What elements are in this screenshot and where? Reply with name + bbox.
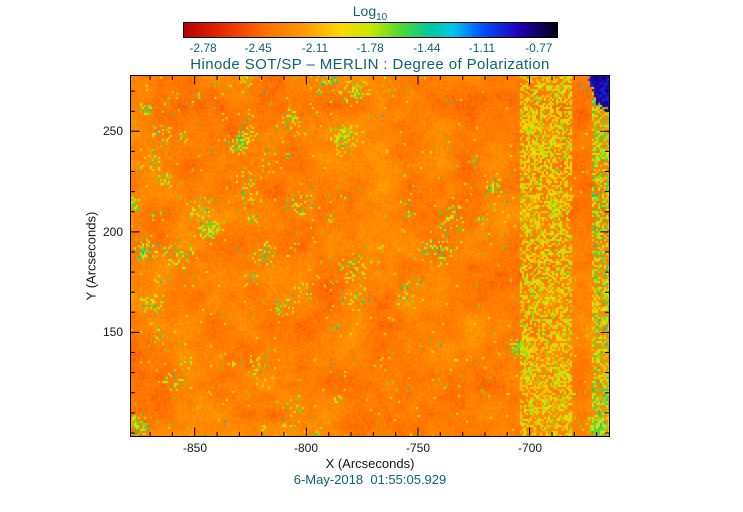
colorbar-tick-labels: -2.78 -2.45 -2.11 -1.78 -1.44 -1.11 -0.77	[183, 41, 558, 55]
colorbar-gradient	[183, 22, 558, 38]
colorbar-title-text: Log	[352, 3, 377, 19]
colorbar-title: Log10	[130, 3, 610, 23]
x-tick-label: -700	[517, 441, 543, 455]
x-tick-label: -800	[293, 441, 319, 455]
axis-ticks	[130, 75, 610, 437]
heatmap-image	[130, 75, 610, 437]
y-tick-label: 250	[102, 124, 123, 138]
y-tick-label: 150	[102, 325, 123, 339]
colorbar-tick-label: -1.78	[356, 41, 384, 55]
y-axis-title: Y (Arcseconds)	[83, 211, 99, 301]
colorbar-tick-label: -1.11	[468, 41, 496, 55]
colorbar-title-subscript: 10	[376, 11, 388, 23]
x-tick-label: -850	[182, 441, 208, 455]
timestamp: 6-May-2018 01:55:05.929	[293, 472, 447, 487]
colorbar-tick-label: -1.44	[413, 41, 441, 55]
colorbar-tick-label: -0.77	[525, 41, 553, 55]
colorbar-tick-label: -2.11	[301, 41, 329, 55]
colorbar-tick-label: -2.78	[189, 41, 217, 55]
x-tick-label: -750	[405, 441, 431, 455]
y-tick-label: 200	[102, 225, 123, 239]
plot-area	[130, 75, 610, 437]
plot-title: Hinode SOT/SP – MERLIN : Degree of Polar…	[190, 56, 550, 73]
colorbar-tick-label: -2.45	[244, 41, 272, 55]
x-axis-title: X (Arcseconds)	[325, 456, 415, 471]
